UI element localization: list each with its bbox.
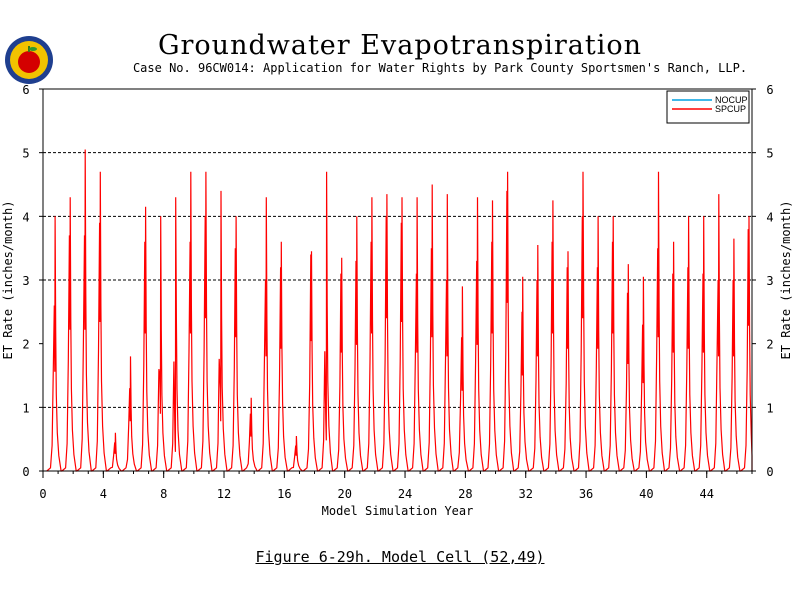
chart-title: Groundwater Evapotranspiration bbox=[157, 30, 643, 61]
x-tick-label-12: 12 bbox=[217, 487, 231, 501]
x-tick-label-16: 16 bbox=[277, 487, 291, 501]
x-tick-label-20: 20 bbox=[337, 487, 351, 501]
x-tick-label-32: 32 bbox=[518, 487, 532, 501]
y-tick-label-right-5: 5 bbox=[766, 147, 773, 161]
x-tick-label-4: 4 bbox=[100, 487, 107, 501]
y-axis-label-right: ET Rate (inches/month) bbox=[779, 201, 793, 360]
y-tick-label-right-3: 3 bbox=[766, 274, 773, 288]
y-tick-label-left-4: 4 bbox=[22, 210, 29, 224]
legend-label-spcup: SPCUP bbox=[715, 104, 746, 114]
x-tick-label-44: 44 bbox=[700, 487, 714, 501]
y-axis-label-left: ET Rate (inches/month) bbox=[1, 201, 15, 360]
logo-seal bbox=[5, 36, 53, 84]
figure-caption-text: Figure 6-29h. Model Cell (52,49) bbox=[255, 548, 545, 566]
x-tick-label-24: 24 bbox=[398, 487, 412, 501]
y-tick-label-right-2: 2 bbox=[766, 338, 773, 352]
chart-subtitle: Case No. 96CW014: Application for Water … bbox=[132, 61, 748, 75]
series-line-spcup bbox=[46, 149, 753, 472]
apple-icon bbox=[18, 51, 40, 73]
figure-caption: Figure 6-29h. Model Cell (52,49) bbox=[0, 548, 800, 566]
y-tick-label-left-0: 0 bbox=[22, 465, 29, 479]
y-tick-label-left-5: 5 bbox=[22, 147, 29, 161]
y-tick-label-left-3: 3 bbox=[22, 274, 29, 288]
x-tick-label-36: 36 bbox=[579, 487, 593, 501]
y-tick-label-left-2: 2 bbox=[22, 338, 29, 352]
legend-label-nocup: NOCUP bbox=[715, 95, 748, 105]
y-tick-label-left-6: 6 bbox=[22, 83, 29, 97]
x-tick-label-0: 0 bbox=[39, 487, 46, 501]
apple-leaf-icon bbox=[29, 47, 37, 51]
y-tick-label-right-6: 6 bbox=[766, 83, 773, 97]
x-tick-label-28: 28 bbox=[458, 487, 472, 501]
x-tick-label-8: 8 bbox=[160, 487, 167, 501]
y-tick-label-right-4: 4 bbox=[766, 210, 773, 224]
y-tick-label-right-1: 1 bbox=[766, 401, 773, 415]
y-tick-label-left-1: 1 bbox=[22, 401, 29, 415]
y-tick-label-right-0: 0 bbox=[766, 465, 773, 479]
legend-box bbox=[666, 90, 750, 124]
x-axis-label: Model Simulation Year bbox=[322, 504, 474, 518]
x-tick-label-40: 40 bbox=[639, 487, 653, 501]
